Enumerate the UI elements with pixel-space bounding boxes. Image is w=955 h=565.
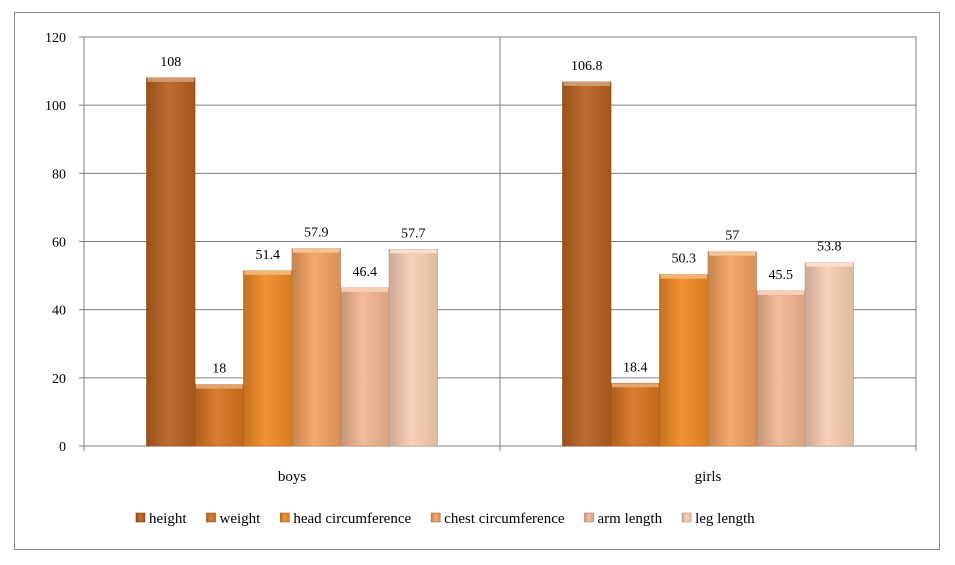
legend-swatch <box>584 512 594 523</box>
data-label: 57 <box>725 229 739 244</box>
legend-swatch <box>206 512 216 523</box>
legend-swatch <box>681 512 692 523</box>
y-tick-label: 80 <box>52 167 66 182</box>
bar-boys-4 <box>340 287 390 447</box>
data-label: 106.8 <box>571 59 603 74</box>
bar-boys-2 <box>243 270 293 447</box>
bar-boys-3 <box>291 248 341 447</box>
bar-boys-5 <box>388 249 438 447</box>
y-tick-label: 120 <box>45 31 66 46</box>
data-label: 57.9 <box>304 226 329 241</box>
bar-highlight <box>563 81 610 86</box>
bar-girls-0 <box>562 81 612 447</box>
bar-highlight <box>341 287 388 292</box>
y-tick-label: 0 <box>59 440 66 455</box>
bar-girls-3 <box>707 251 757 447</box>
bar-highlight <box>390 249 437 254</box>
y-tick-label: 100 <box>45 99 66 114</box>
legend-label: weight <box>220 511 262 527</box>
legend-label: arm length <box>598 511 663 527</box>
data-label: 57.7 <box>401 226 426 241</box>
data-label: 46.4 <box>353 265 378 280</box>
y-tick-label: 60 <box>52 236 66 251</box>
bar-boys-1 <box>194 384 244 447</box>
legend-label: chest circumference <box>444 511 565 527</box>
legend-swatch <box>135 512 146 523</box>
bar-highlight <box>147 77 194 82</box>
bar-highlight <box>196 384 243 389</box>
bar-girls-4 <box>756 290 806 447</box>
data-label: 51.4 <box>256 248 281 263</box>
bar-girls-1 <box>610 382 660 447</box>
data-label: 53.8 <box>817 240 842 255</box>
bar-boys-0 <box>146 77 196 447</box>
data-label: 18.4 <box>623 360 648 375</box>
bar-highlight <box>660 274 707 279</box>
legend-label: leg length <box>695 511 755 527</box>
bar-girls-2 <box>659 274 709 447</box>
bar-highlight <box>293 248 340 253</box>
x-category-label: girls <box>695 469 722 485</box>
legend-swatch <box>280 512 290 523</box>
data-label: 108 <box>160 55 181 70</box>
bar-highlight <box>806 262 853 267</box>
data-label: 50.3 <box>672 252 697 267</box>
y-tick-label: 20 <box>52 372 66 387</box>
y-tick-label: 40 <box>52 304 66 319</box>
bar-highlight <box>612 383 659 388</box>
bar-highlight <box>757 290 804 295</box>
data-label: 18 <box>212 362 226 377</box>
bar-girls-5 <box>804 262 854 447</box>
data-label: 45.5 <box>769 268 794 283</box>
x-category-label: boys <box>278 469 307 485</box>
legend-label: head circumference <box>293 511 411 527</box>
legend-label: height <box>149 511 187 527</box>
legend-swatch <box>430 512 441 523</box>
bar-highlight <box>244 270 291 275</box>
bar-highlight <box>709 251 756 256</box>
